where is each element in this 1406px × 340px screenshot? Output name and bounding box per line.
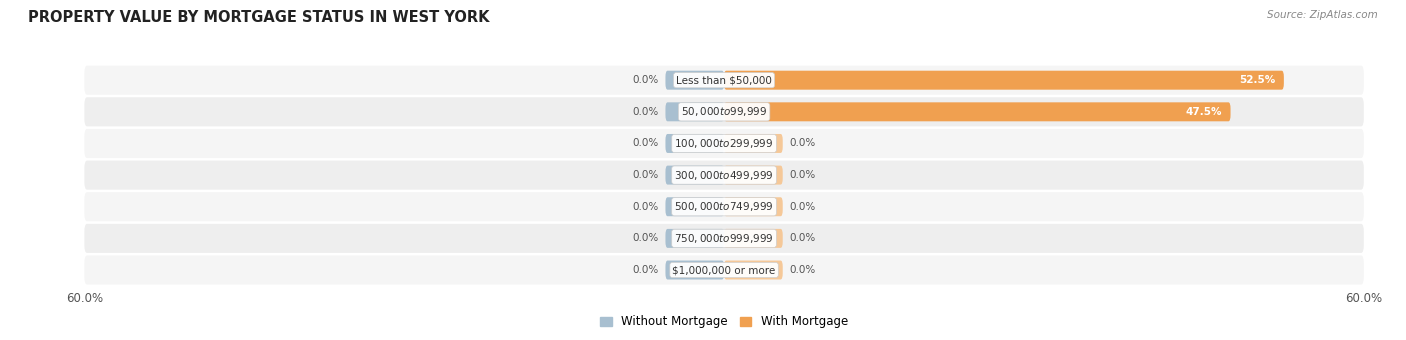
FancyBboxPatch shape [665,134,724,153]
FancyBboxPatch shape [724,71,1284,90]
Text: $300,000 to $499,999: $300,000 to $499,999 [675,169,773,182]
FancyBboxPatch shape [665,166,724,185]
Text: $100,000 to $299,999: $100,000 to $299,999 [675,137,773,150]
FancyBboxPatch shape [724,102,1230,121]
FancyBboxPatch shape [665,197,724,216]
Text: 0.0%: 0.0% [633,75,659,85]
Text: 0.0%: 0.0% [633,265,659,275]
Text: 0.0%: 0.0% [789,138,815,149]
FancyBboxPatch shape [665,102,724,121]
Text: 0.0%: 0.0% [633,202,659,212]
FancyBboxPatch shape [84,97,1364,126]
Text: $500,000 to $749,999: $500,000 to $749,999 [675,200,773,213]
Text: 0.0%: 0.0% [789,202,815,212]
Legend: Without Mortgage, With Mortgage: Without Mortgage, With Mortgage [595,311,853,333]
FancyBboxPatch shape [665,71,724,90]
Text: $1,000,000 or more: $1,000,000 or more [672,265,776,275]
FancyBboxPatch shape [84,255,1364,285]
Text: 0.0%: 0.0% [633,233,659,243]
Text: 0.0%: 0.0% [633,170,659,180]
FancyBboxPatch shape [84,224,1364,253]
Text: Source: ZipAtlas.com: Source: ZipAtlas.com [1267,10,1378,20]
FancyBboxPatch shape [665,260,724,279]
FancyBboxPatch shape [724,166,783,185]
FancyBboxPatch shape [84,129,1364,158]
Text: 0.0%: 0.0% [789,170,815,180]
Text: PROPERTY VALUE BY MORTGAGE STATUS IN WEST YORK: PROPERTY VALUE BY MORTGAGE STATUS IN WES… [28,10,489,25]
Text: $750,000 to $999,999: $750,000 to $999,999 [675,232,773,245]
FancyBboxPatch shape [665,229,724,248]
Text: 52.5%: 52.5% [1239,75,1275,85]
FancyBboxPatch shape [724,260,783,279]
Text: 0.0%: 0.0% [789,233,815,243]
FancyBboxPatch shape [84,66,1364,95]
Text: $50,000 to $99,999: $50,000 to $99,999 [681,105,768,118]
FancyBboxPatch shape [724,134,783,153]
FancyBboxPatch shape [84,160,1364,190]
FancyBboxPatch shape [724,197,783,216]
FancyBboxPatch shape [84,192,1364,221]
Text: 0.0%: 0.0% [789,265,815,275]
Text: Less than $50,000: Less than $50,000 [676,75,772,85]
Text: 0.0%: 0.0% [633,107,659,117]
Text: 0.0%: 0.0% [633,138,659,149]
FancyBboxPatch shape [724,229,783,248]
Text: 47.5%: 47.5% [1185,107,1222,117]
